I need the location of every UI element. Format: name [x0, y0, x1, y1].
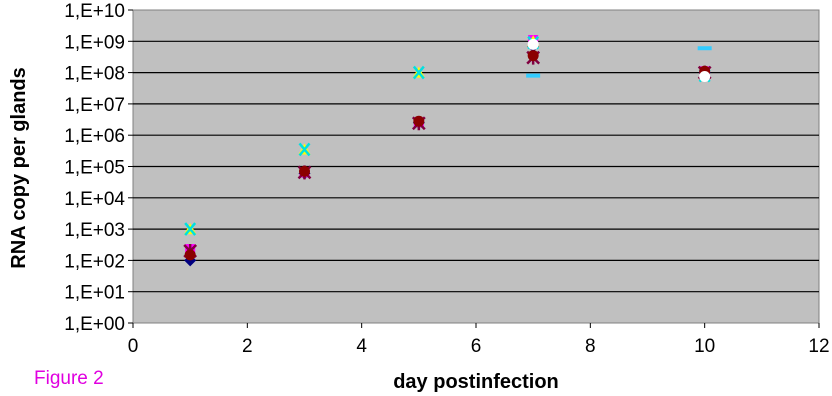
- data-point: [526, 73, 541, 78]
- y-tick-label: 1,E+05: [64, 158, 125, 179]
- y-tick-label: 1,E+06: [64, 126, 125, 147]
- data-point: [298, 142, 311, 157]
- y-axis-title: RNA copy per glands: [8, 67, 30, 269]
- x-tick-label: 8: [585, 336, 596, 357]
- data-point: [527, 38, 539, 50]
- data-point: [697, 46, 712, 51]
- y-tick-label: 1,E+02: [64, 251, 125, 272]
- y-tick-label: 1,E+04: [64, 189, 125, 210]
- x-tick-labels: 0 2 4 6 8 10 12: [128, 336, 830, 357]
- x-tick-label: 4: [356, 336, 367, 357]
- data-point: [699, 71, 711, 83]
- y-tick-label: 1,E+09: [64, 32, 125, 53]
- y-tick-label: 1,E+07: [64, 95, 125, 116]
- y-tick-labels: 1,E+00 1,E+01 1,E+02 1,E+03 1,E+04 1,E+05 1,E+…: [64, 1, 125, 335]
- data-points: [183, 35, 712, 267]
- data-point: [527, 50, 539, 62]
- data-point: [299, 165, 310, 177]
- x-tick-label: 12: [808, 336, 829, 357]
- data-point: [412, 65, 425, 80]
- y-tick-label: 1,E+00: [64, 314, 125, 335]
- y-tick-label: 1,E+03: [64, 220, 125, 241]
- x-tick-label: 2: [242, 336, 253, 357]
- data-point: [184, 249, 196, 261]
- x-tick-label: 6: [471, 336, 482, 357]
- x-axis-title: day postinfection: [393, 371, 559, 393]
- x-tick-label: 0: [128, 336, 139, 357]
- data-point: [413, 115, 425, 127]
- figure-caption: Figure 2: [34, 368, 104, 389]
- y-tick-label: 1,E+10: [64, 1, 125, 22]
- x-tick-label: 10: [694, 336, 715, 357]
- y-tick-label: 1,E+01: [64, 283, 125, 304]
- data-point: [184, 222, 197, 236]
- y-tick-label: 1,E+08: [64, 64, 125, 85]
